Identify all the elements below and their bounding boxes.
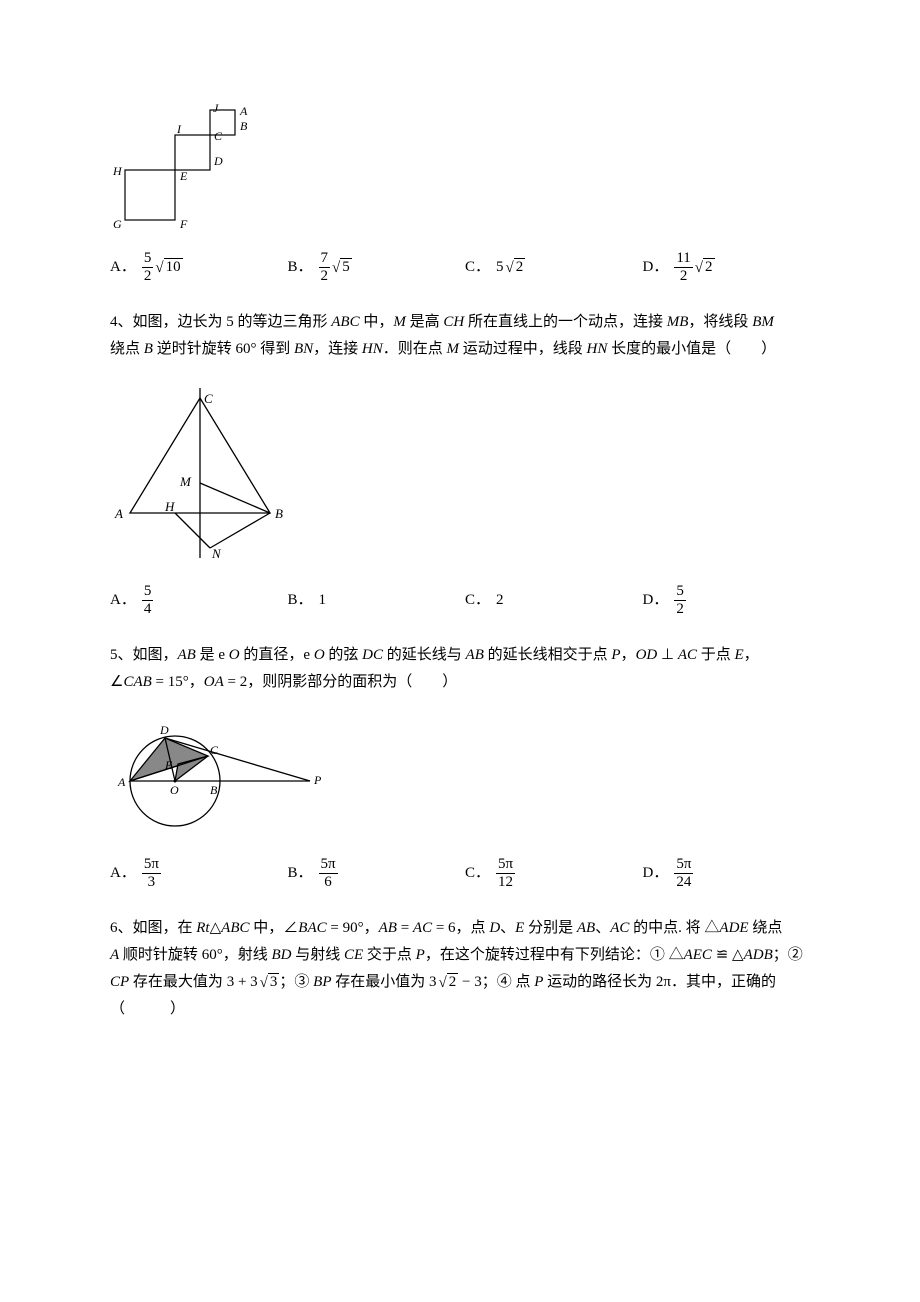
q5-opt-b: B． 5π6 — [288, 856, 466, 890]
svg-text:H: H — [164, 499, 175, 514]
q3-opt-b: B． 72 5 — [288, 250, 466, 284]
q4-opt-c: C． 2 — [465, 583, 643, 617]
q3-opt-d: D． 112 2 — [643, 250, 821, 284]
q5-opt-a: A． 5π3 — [110, 856, 288, 890]
svg-text:B: B — [210, 783, 218, 797]
q4-text: 4、如图，边长为 5 的等边三角形 ABC 中，M 是高 CH 所在直线上的一个… — [110, 309, 820, 363]
q3-diagram: J A B I C D H E G F — [110, 100, 820, 230]
svg-text:B: B — [275, 506, 283, 521]
q6-text: 6、如图，在 Rt△ABC 中，∠BAC = 90°，AB = AC = 6，点… — [110, 915, 820, 1023]
svg-text:A: A — [117, 775, 126, 789]
q3-options: A． 52 10 B． 72 5 C． 5 2 D． 112 2 — [110, 250, 820, 284]
svg-text:N: N — [211, 546, 222, 561]
q4-opt-d: D． 52 — [643, 583, 821, 617]
svg-text:A: A — [239, 104, 248, 118]
svg-text:I: I — [176, 122, 182, 136]
svg-text:B: B — [240, 119, 248, 133]
svg-text:D: D — [213, 154, 223, 168]
q3-opt-a: A． 52 10 — [110, 250, 288, 284]
q5-options: A． 5π3 B． 5π6 C． 5π12 D． 5π24 — [110, 856, 820, 890]
q5-opt-d: D． 5π24 — [643, 856, 821, 890]
svg-text:E: E — [164, 758, 173, 772]
svg-text:J: J — [213, 101, 219, 115]
svg-text:D: D — [159, 723, 169, 737]
q5-text: 5、如图，AB 是 e O 的直径，e O 的弦 DC 的延长线与 AB 的延长… — [110, 642, 820, 696]
svg-text:P: P — [313, 773, 322, 787]
svg-text:O: O — [170, 783, 179, 797]
q4-opt-a: A． 54 — [110, 583, 288, 617]
svg-text:C: C — [204, 391, 213, 406]
svg-text:C: C — [214, 129, 223, 143]
q4-options: A． 54 B． 1 C． 2 D． 52 — [110, 583, 820, 617]
q4-diagram: C A B H M N — [110, 383, 820, 563]
svg-text:M: M — [179, 474, 192, 489]
svg-text:H: H — [112, 164, 123, 178]
q5-diagram: A D C E O B P — [110, 716, 820, 836]
q4-opt-b: B． 1 — [288, 583, 466, 617]
svg-text:A: A — [114, 506, 123, 521]
svg-text:F: F — [179, 217, 188, 230]
q3-opt-c: C． 5 2 — [465, 250, 643, 284]
svg-text:C: C — [210, 743, 219, 757]
svg-text:G: G — [113, 217, 122, 230]
svg-text:E: E — [179, 169, 188, 183]
q5-opt-c: C． 5π12 — [465, 856, 643, 890]
